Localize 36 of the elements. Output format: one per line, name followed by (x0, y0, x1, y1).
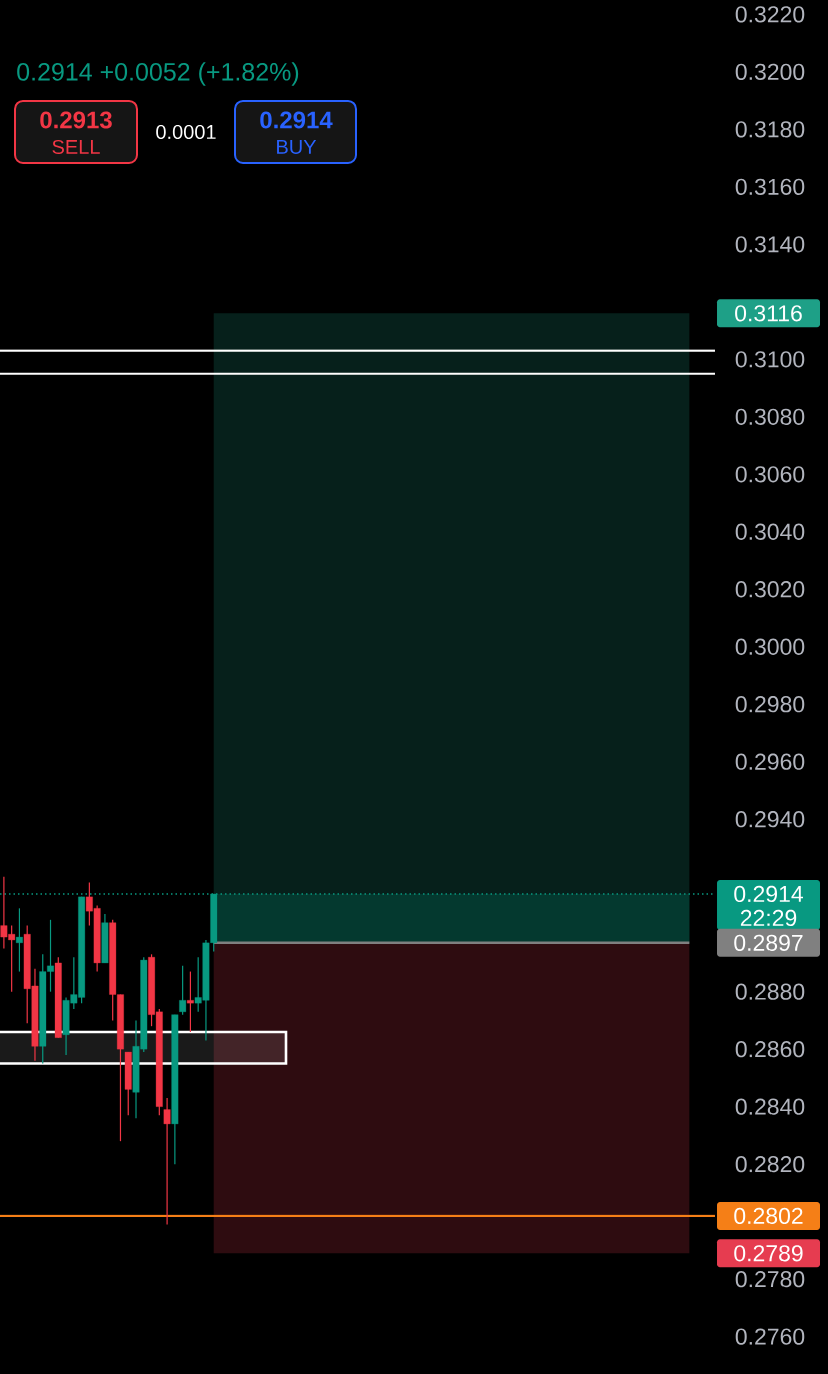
y-tick-label: 0.2840 (735, 1098, 805, 1115)
candlestick (186, 970, 194, 1033)
y-tick-label: 0.3160 (735, 178, 805, 195)
y-tick-label: 0.3000 (735, 638, 805, 655)
ref-line-label: 0.2897 (734, 934, 803, 951)
annotation: 0.0001 (156, 124, 216, 140)
y-tick-label: 0.3220 (735, 6, 805, 23)
y-tick-label: 0.2940 (735, 811, 805, 828)
y-tick-label: 0.2980 (735, 696, 805, 713)
y-tick-label: 0.3100 (735, 351, 805, 368)
band-label: 0.2789 (734, 1245, 803, 1262)
annotation: 0.2913 (40, 111, 112, 129)
y-tick-label: 0.2960 (735, 753, 805, 770)
annotation: 0.2914 (260, 111, 333, 129)
y-tick-label: 0.3080 (735, 408, 805, 425)
text: 22:29 (740, 909, 797, 927)
ref-line-label: 0.2802 (734, 1207, 803, 1225)
text: 0.2914 +0.0052 (+1.82%) (17, 62, 299, 86)
candlestick (179, 965, 187, 1016)
y-tick-label: 0.3200 (735, 63, 805, 80)
y-tick-label: 0.2780 (735, 1271, 805, 1288)
y-tick-label: 0.2820 (735, 1156, 805, 1173)
y-tick-label: 0.3020 (735, 581, 805, 598)
candlestick (16, 907, 23, 973)
y-tick-label: 0.2860 (735, 1041, 805, 1058)
y-tick-label: 0.3040 (735, 523, 805, 540)
annotation: BUY (277, 140, 317, 154)
y-tick-label: 0.2760 (735, 1328, 805, 1345)
y-tick-label: 0.3060 (735, 466, 805, 483)
ref-line-label: 0.2914 (734, 885, 803, 903)
annotation: SELL (52, 139, 100, 155)
candlestick (163, 1097, 171, 1226)
y-tick-label: 0.2880 (735, 983, 805, 1000)
y-tick-label: 0.3140 (735, 236, 805, 253)
band-label: 0.3116 (735, 305, 802, 322)
y-tick-label: 0.3180 (735, 121, 805, 138)
